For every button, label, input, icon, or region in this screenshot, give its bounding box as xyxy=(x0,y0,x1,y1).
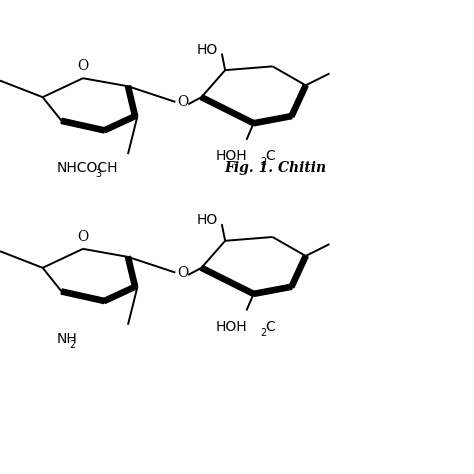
Polygon shape xyxy=(253,284,292,296)
Text: O: O xyxy=(77,230,89,244)
Polygon shape xyxy=(201,265,255,296)
Text: 2: 2 xyxy=(70,339,76,350)
Polygon shape xyxy=(61,289,105,303)
Text: 2: 2 xyxy=(260,328,266,338)
Text: C: C xyxy=(265,320,275,334)
Text: NH: NH xyxy=(57,332,78,346)
Text: HO: HO xyxy=(197,43,218,57)
Polygon shape xyxy=(103,114,136,133)
Polygon shape xyxy=(289,255,308,288)
Polygon shape xyxy=(126,256,137,287)
Text: NHCOCH: NHCOCH xyxy=(57,161,118,175)
Text: C: C xyxy=(265,149,275,164)
Text: O: O xyxy=(77,59,89,73)
Polygon shape xyxy=(253,114,292,126)
Polygon shape xyxy=(61,118,105,133)
Text: HO: HO xyxy=(197,213,218,228)
Text: O: O xyxy=(177,95,188,109)
Polygon shape xyxy=(289,84,308,117)
Text: 2: 2 xyxy=(260,157,266,167)
Polygon shape xyxy=(103,284,136,303)
Polygon shape xyxy=(126,86,137,117)
Text: HOH: HOH xyxy=(216,149,247,164)
Polygon shape xyxy=(201,95,255,126)
Text: O: O xyxy=(177,265,188,280)
Text: HOH: HOH xyxy=(216,320,247,334)
Text: Fig. 1. Chitin: Fig. 1. Chitin xyxy=(224,161,326,175)
Text: 3: 3 xyxy=(95,169,101,179)
